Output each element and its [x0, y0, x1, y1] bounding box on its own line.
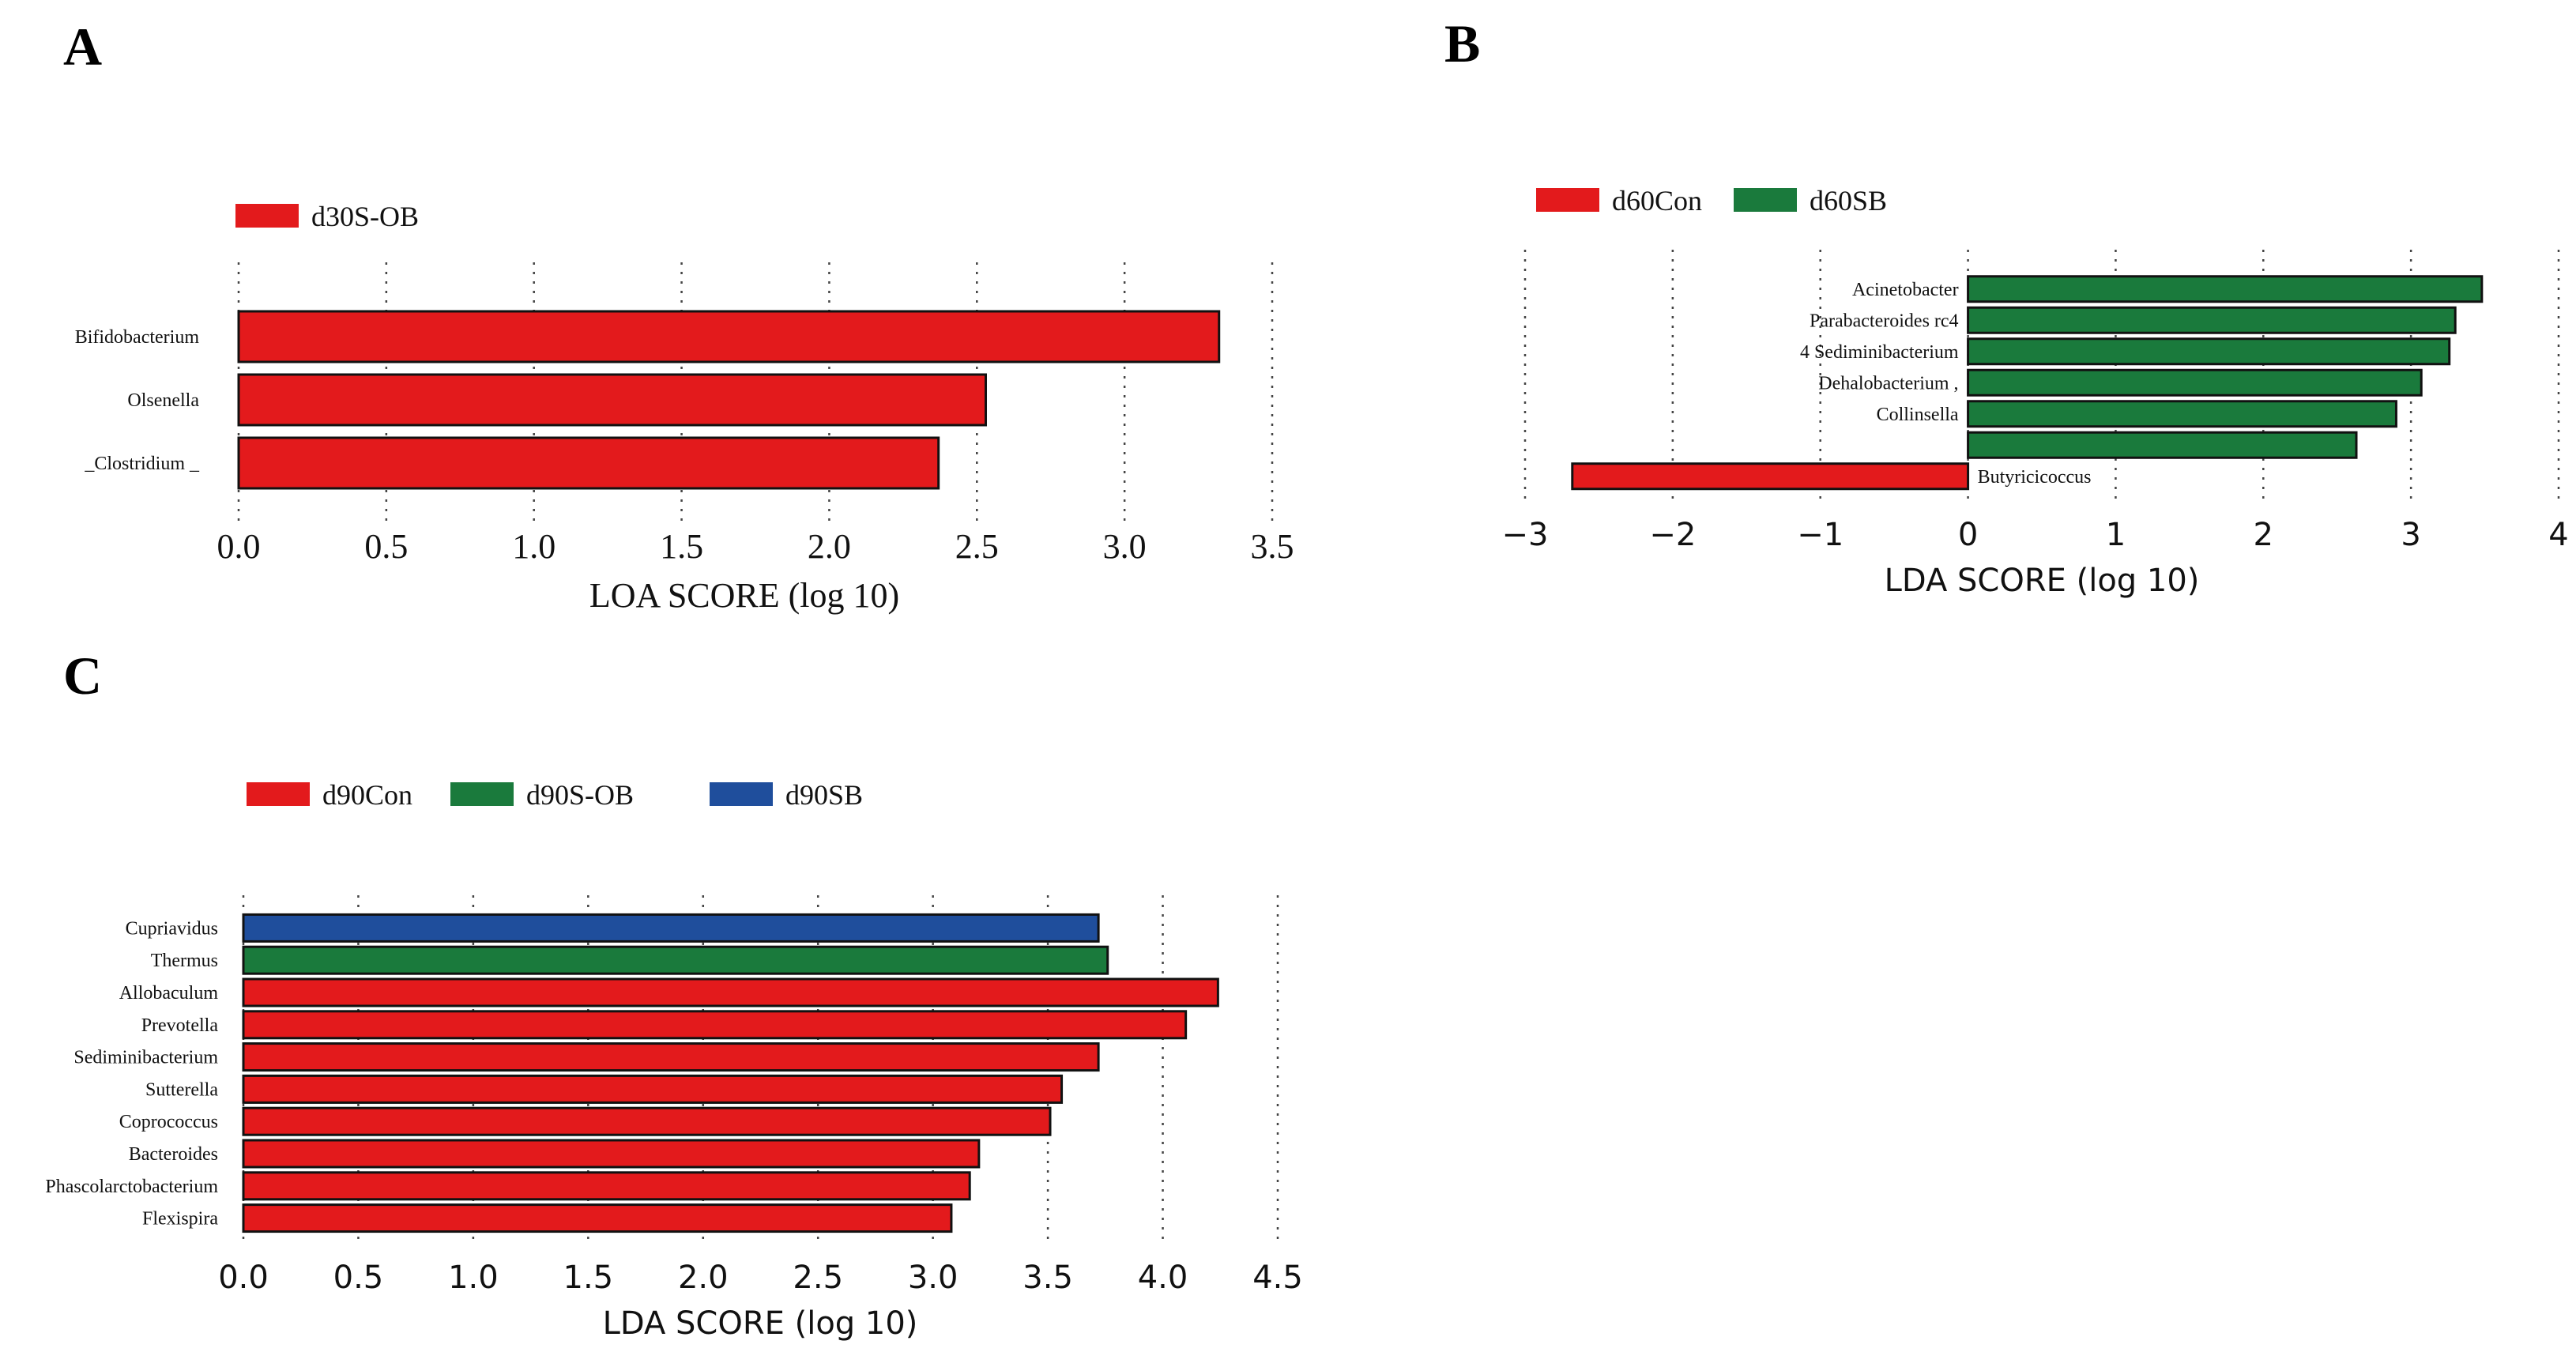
- x-tick-label: −3: [1502, 517, 1549, 553]
- bar: [1967, 368, 2423, 397]
- x-tick-label: 2.0: [808, 527, 851, 566]
- legend-swatch: [450, 782, 514, 806]
- panel-letter-c: C: [63, 646, 102, 706]
- legend-label: d60Con: [1612, 185, 1702, 217]
- category-label: Sediminibacterium: [73, 1048, 218, 1068]
- x-tick-label: 4.5: [1252, 1260, 1303, 1296]
- legend-label: d30S-OB: [311, 201, 419, 232]
- category-label: Acinetobacter: [1852, 280, 1959, 300]
- legend-label: d60SB: [1810, 185, 1887, 217]
- bar: [1967, 275, 2484, 303]
- x-tick-label: 4: [2548, 517, 2568, 553]
- category-label: _Clostridium _: [84, 454, 200, 474]
- x-axis-label: LDA SCORE (log 10): [603, 1305, 918, 1342]
- x-tick-label: 1.0: [448, 1260, 499, 1296]
- legend-label: d90SB: [785, 779, 863, 811]
- legend-label: d90Con: [322, 779, 412, 811]
- x-tick-label: 4.0: [1138, 1260, 1188, 1296]
- category-label: 4 Sediminibacterium: [1800, 342, 1959, 363]
- x-tick-label: 3.0: [908, 1260, 958, 1296]
- category-label: Sutterella: [145, 1079, 218, 1100]
- x-tick-label: 1.5: [660, 527, 703, 566]
- legend-swatch: [1536, 188, 1599, 212]
- x-tick-label: 0.5: [333, 1260, 384, 1296]
- bar: [237, 373, 987, 427]
- category-label: Prevotella: [141, 1015, 219, 1036]
- chart-panel-b: −3 −2 −1 0 1 2 3 4 d60Con d60SB Acinetobacter Parab…: [1502, 185, 2569, 599]
- x-tick-label: 3: [2401, 517, 2420, 553]
- x-tick-label: 0: [1958, 517, 1978, 553]
- category-label: Dehalobacterium ,: [1818, 373, 1958, 394]
- bar: [242, 1074, 1064, 1104]
- panel-letter-b: B: [1444, 13, 1480, 73]
- bar: [1571, 462, 1970, 491]
- bar: [1967, 337, 2451, 366]
- panel-letter-a: A: [63, 17, 102, 77]
- legend-swatch: [710, 782, 773, 806]
- bar: [1967, 431, 2358, 459]
- bar: [242, 945, 1109, 975]
- bar: [242, 1171, 971, 1201]
- category-label: Cupriavidus: [126, 918, 218, 939]
- x-axis-label: LDA SCORE (log 10): [1885, 563, 2200, 599]
- category-label: Allobaculum: [119, 983, 219, 1004]
- category-label: Collinsella: [1877, 405, 1959, 425]
- x-tick-label: 1.5: [563, 1260, 614, 1296]
- bar: [242, 1139, 981, 1169]
- x-tick-label: 1: [2106, 517, 2126, 553]
- chart-panel-a: 0.0 0.5 1.0 1.5 2.0 2.5 3.0 3.5 d30S-OB Bifidobac…: [75, 201, 1294, 615]
- x-tick-label: 3.5: [1251, 527, 1294, 566]
- category-label: Olsenella: [127, 390, 199, 411]
- legend-swatch: [247, 782, 310, 806]
- x-tick-label: 0.0: [218, 1260, 269, 1296]
- x-tick-label: −2: [1649, 517, 1696, 553]
- x-tick-label: −1: [1797, 517, 1843, 553]
- category-label: Phascolarctobacterium: [45, 1177, 218, 1197]
- bar: [237, 310, 1221, 363]
- x-tick-label: 2: [2254, 517, 2273, 553]
- bar: [242, 1203, 953, 1233]
- category-label: Parabacteroides rc4: [1810, 311, 1959, 331]
- bar: [242, 1106, 1052, 1136]
- bar: [1967, 306, 2457, 334]
- x-tick-label: 1.0: [512, 527, 555, 566]
- category-label: Thermus: [151, 951, 218, 971]
- bar: [242, 1010, 1188, 1040]
- x-tick-label: 0.5: [364, 527, 408, 566]
- chart-panel-c: 0.0 0.5 1.0 1.5 2.0 2.5 3.0 3.5 4.0 4.5 d90Con d90S…: [45, 779, 1302, 1342]
- legend-label: d90S-OB: [526, 779, 634, 811]
- bar: [237, 436, 940, 490]
- legend-swatch: [1734, 188, 1797, 212]
- bar: [1967, 400, 2397, 428]
- category-label: Bacteroides: [129, 1144, 218, 1165]
- bar: [242, 913, 1100, 943]
- bar: [242, 1042, 1100, 1072]
- x-tick-label: 2.5: [955, 527, 999, 566]
- category-label: Bifidobacterium: [75, 327, 200, 348]
- x-tick-label: 0.0: [217, 527, 261, 566]
- category-label: Butyricicoccus: [1978, 467, 2092, 488]
- category-label: Coprococcus: [119, 1112, 218, 1132]
- legend-swatch: [235, 204, 299, 228]
- bar: [242, 977, 1219, 1007]
- x-tick-label: 3.0: [1103, 527, 1147, 566]
- x-tick-label: 2.5: [793, 1260, 843, 1296]
- x-tick-label: 2.0: [678, 1260, 729, 1296]
- category-label: Flexispira: [142, 1209, 218, 1230]
- x-axis-label: LOA SCORE (log 10): [589, 576, 899, 615]
- x-tick-label: 3.5: [1022, 1260, 1073, 1296]
